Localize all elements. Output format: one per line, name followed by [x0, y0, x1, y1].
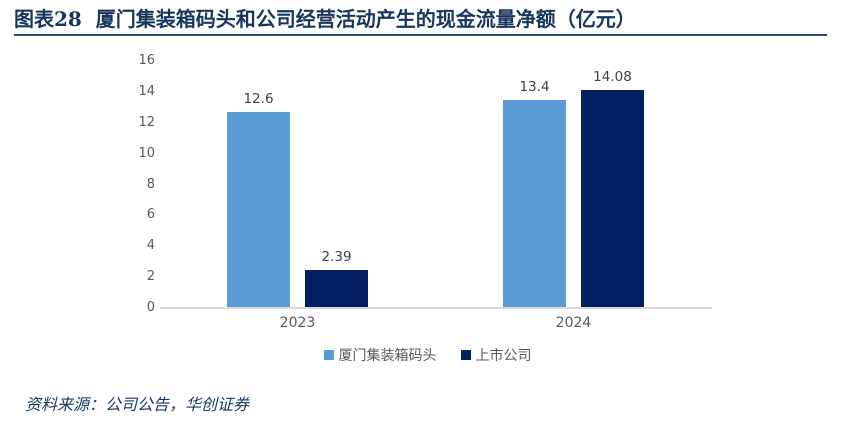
x-axis-line: [160, 307, 712, 309]
y-tick-label: 2: [146, 269, 155, 285]
bar-上市公司-2023: [305, 270, 368, 307]
y-tick-label: 10: [138, 145, 155, 161]
x-tick-label: 2023: [279, 315, 316, 331]
bar-上市公司-2024: [581, 89, 644, 307]
y-tick-label: 0: [146, 300, 155, 315]
bar-chart: 0 2 4 6 8 10 12 14 16 12.6 2.39 13.4 14.08 2023 2024…: [0, 45, 855, 375]
bar-厦门集装箱码头-2024: [503, 100, 566, 307]
bar-value-label: 2.39: [321, 249, 352, 266]
bar-value-label: 14.08: [593, 68, 632, 85]
bar-value-label: 12.6: [243, 91, 274, 108]
legend-item-厦门集装箱码头: 厦门集装箱码头: [323, 345, 437, 365]
legend-swatch-icon: [323, 350, 334, 360]
bar-厦门集装箱码头-2023: [227, 112, 290, 307]
chart-legend: 厦门集装箱码头 上市公司: [0, 345, 855, 365]
y-tick-label: 16: [138, 53, 155, 68]
y-tick-label: 6: [146, 207, 155, 223]
legend-item-上市公司: 上市公司: [460, 345, 532, 365]
legend-label: 上市公司: [475, 348, 532, 364]
legend-swatch-icon: [460, 350, 471, 360]
y-tick-label: 4: [146, 238, 155, 254]
y-tick-label: 8: [146, 176, 155, 192]
title-underline: [14, 34, 827, 36]
y-tick-label: 12: [138, 114, 155, 130]
legend-label: 厦门集装箱码头: [338, 348, 437, 364]
y-tick-label: 14: [138, 83, 155, 99]
bar-value-label: 13.4: [519, 79, 550, 96]
figure-title: 图表28 厦门集装箱码头和公司经营活动产生的现金流量净额（亿元）: [14, 7, 636, 31]
source-note: 资料来源：公司公告，华创证券: [25, 395, 250, 414]
x-tick-label: 2024: [555, 315, 592, 331]
